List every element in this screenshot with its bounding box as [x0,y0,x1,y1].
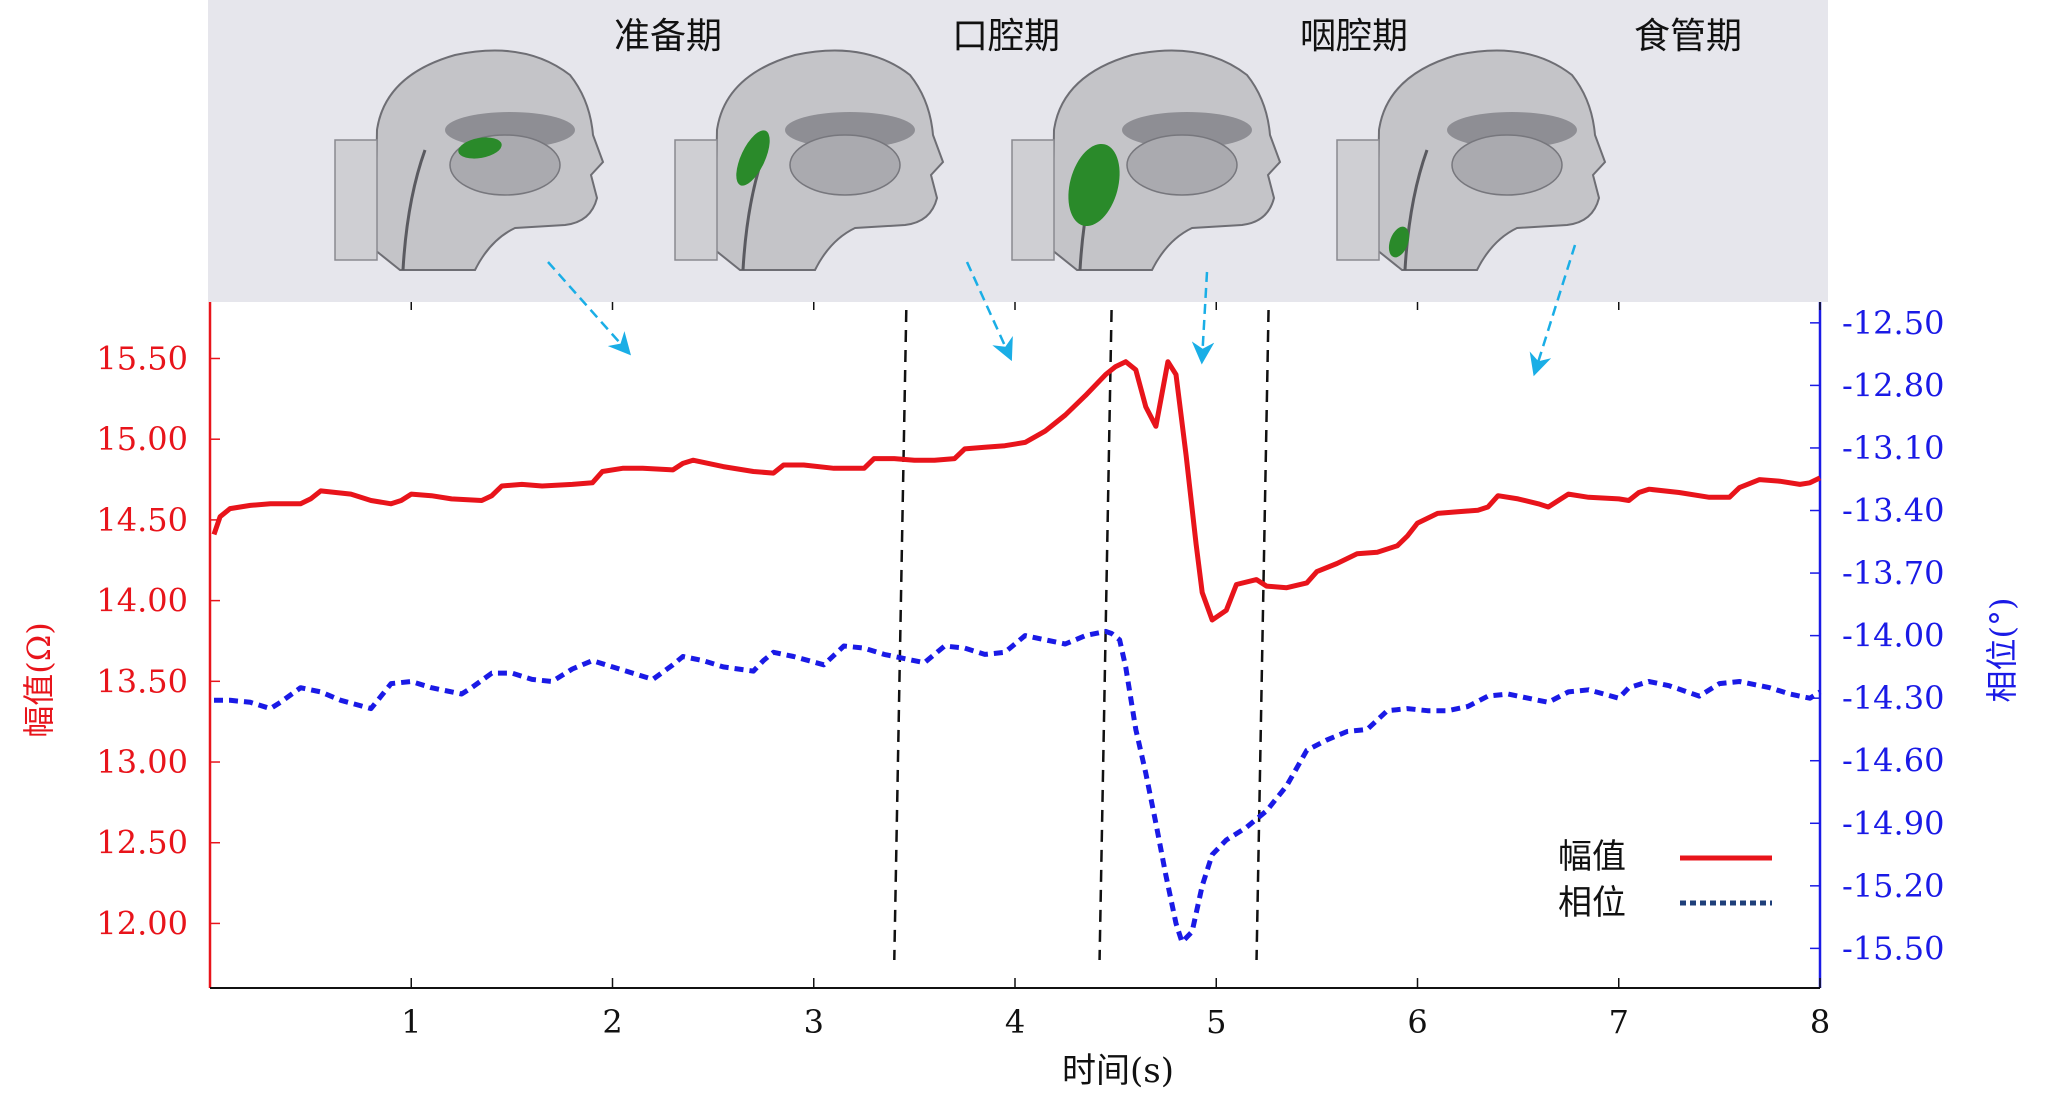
x-tick-label: 1 [401,1003,421,1041]
x-tick-label: 8 [1810,1003,1830,1041]
pharynx-wall-icon [401,149,427,271]
phase-label: 食管期 [1634,16,1742,57]
legend: 幅值 相位 [1558,837,1772,923]
phase-illustration [1336,49,1607,271]
x-tick-label: 7 [1609,1003,1629,1041]
x-tick-label: 6 [1407,1003,1427,1041]
phase-arrow-icon [1191,271,1215,365]
x-tick-label: 4 [1005,1003,1025,1041]
right-tick-label: -13.10 [1842,429,1944,467]
right-tick-label: -14.60 [1842,742,1944,780]
phase-line [214,628,1822,945]
legend-label-phase: 相位 [1558,883,1626,923]
pharynx-wall-icon [1403,149,1429,271]
bolus-icon [458,137,502,159]
phase-label: 咽腔期 [1300,16,1408,57]
left-tick-label: 14.50 [96,501,188,539]
left-axis-title: 幅值(Ω) [20,622,58,738]
spine-icon [1336,139,1380,261]
left-tick-label: 15.50 [96,339,188,377]
phase-boundary-line [1255,309,1270,961]
spine-icon [1011,139,1055,261]
right-tick-label: -14.30 [1842,679,1944,717]
left-tick-label: 13.50 [96,662,188,700]
spine-icon [334,139,378,261]
phase-illustration [674,49,945,271]
right-axis-title: 相位(°) [1983,598,2021,703]
left-tick-label: 12.50 [96,824,188,862]
right-tick-label: -12.80 [1842,366,1944,404]
x-tick-label: 2 [602,1003,622,1041]
phase-illustration [334,49,605,271]
left-tick-label: 14.00 [96,582,188,620]
phase-label: 口腔期 [952,16,1060,57]
phase-boundary-line [893,309,908,961]
right-tick-label: -14.00 [1842,617,1944,655]
x-tick-label: 5 [1206,1003,1226,1041]
bolus-icon [736,130,770,186]
legend-label-amplitude: 幅值 [1558,837,1626,877]
right-tick-label: -14.90 [1842,804,1944,842]
tongue-icon [1126,134,1238,196]
phase-arrow-icon [1529,244,1577,377]
x-tick-label: 3 [804,1003,824,1041]
right-tick-label: -12.50 [1842,304,1944,342]
x-axis-title: 时间(s) [1062,1051,1174,1091]
bolus-icon [1388,226,1410,258]
phase-arrow-icon [547,261,631,356]
bolus-icon [1068,143,1120,227]
phase-illustration [1011,49,1282,271]
phase-arrow-icon [965,261,1013,362]
tongue-icon [789,134,901,196]
left-tick-label: 12.00 [96,904,188,942]
phase-label: 准备期 [614,16,722,57]
amplitude-line [211,359,1822,623]
left-tick-label: 13.00 [96,743,188,781]
tongue-icon [1451,134,1563,196]
right-tick-label: -13.70 [1842,554,1944,592]
left-tick-label: 15.00 [96,420,188,458]
right-tick-label: -15.50 [1842,929,1944,967]
phase-boundary-line [1098,309,1113,961]
right-tick-label: -15.20 [1842,867,1944,905]
spine-icon [674,139,718,261]
right-tick-label: -13.40 [1842,492,1944,530]
